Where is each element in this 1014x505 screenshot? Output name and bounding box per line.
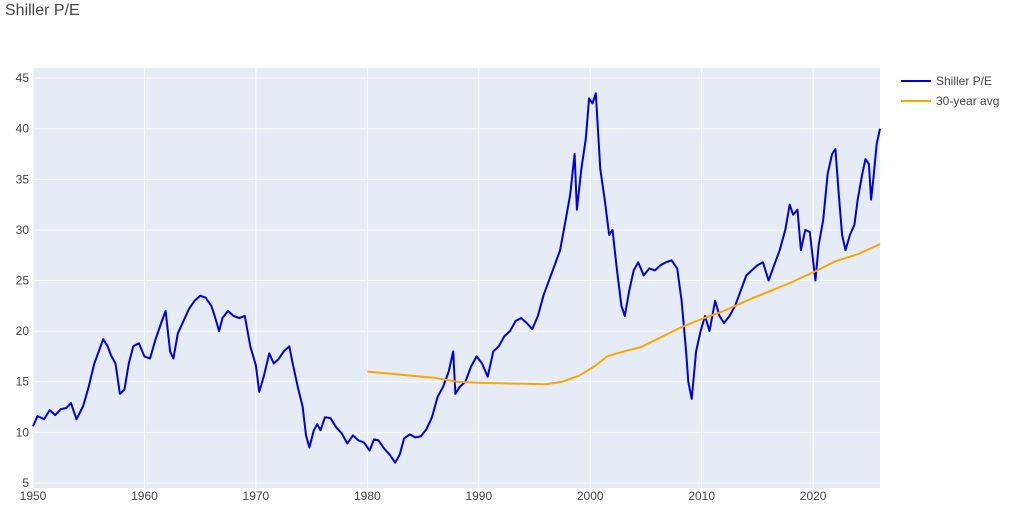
x-axis-ticks: 1950 1960 1970 1980 1990 2000 2010 2020 bbox=[20, 489, 827, 503]
series-lines bbox=[32, 92, 881, 464]
legend-label: 30-year avg bbox=[936, 94, 999, 108]
x-tick-label: 1950 bbox=[20, 489, 47, 503]
plot-area bbox=[33, 68, 880, 488]
x-tick-label: 2010 bbox=[688, 489, 715, 503]
y-tick-label: 35 bbox=[16, 172, 30, 186]
x-tick-label: 1960 bbox=[131, 489, 158, 503]
x-tick-label: 2000 bbox=[577, 489, 604, 503]
legend-label: Shiller P/E bbox=[936, 74, 992, 88]
x-tick-label: 1990 bbox=[465, 489, 492, 503]
y-tick-label: 20 bbox=[16, 324, 30, 338]
gridlines bbox=[32, 68, 880, 488]
y-tick-label: 10 bbox=[16, 425, 30, 439]
y-tick-label: 40 bbox=[16, 122, 30, 136]
y-axis-ticks: 5 10 15 20 25 30 35 40 45 bbox=[16, 71, 30, 490]
y-tick-label: 30 bbox=[16, 223, 30, 237]
chart-title: Shiller P/E bbox=[5, 2, 80, 19]
legend: Shiller P/E 30-year avg bbox=[901, 74, 999, 108]
y-tick-label: 15 bbox=[16, 375, 30, 389]
x-tick-label: 1980 bbox=[354, 489, 381, 503]
x-tick-label: 1970 bbox=[243, 489, 270, 503]
legend-item[interactable]: 30-year avg bbox=[901, 94, 999, 108]
y-tick-label: 25 bbox=[16, 274, 30, 288]
y-tick-label: 45 bbox=[16, 71, 30, 85]
series-line-shiller-p-e bbox=[32, 92, 881, 464]
x-tick-label: 2020 bbox=[800, 489, 827, 503]
legend-item[interactable]: Shiller P/E bbox=[901, 74, 992, 88]
series-line-30-year-avg bbox=[367, 243, 881, 386]
y-tick-label: 5 bbox=[22, 476, 29, 490]
